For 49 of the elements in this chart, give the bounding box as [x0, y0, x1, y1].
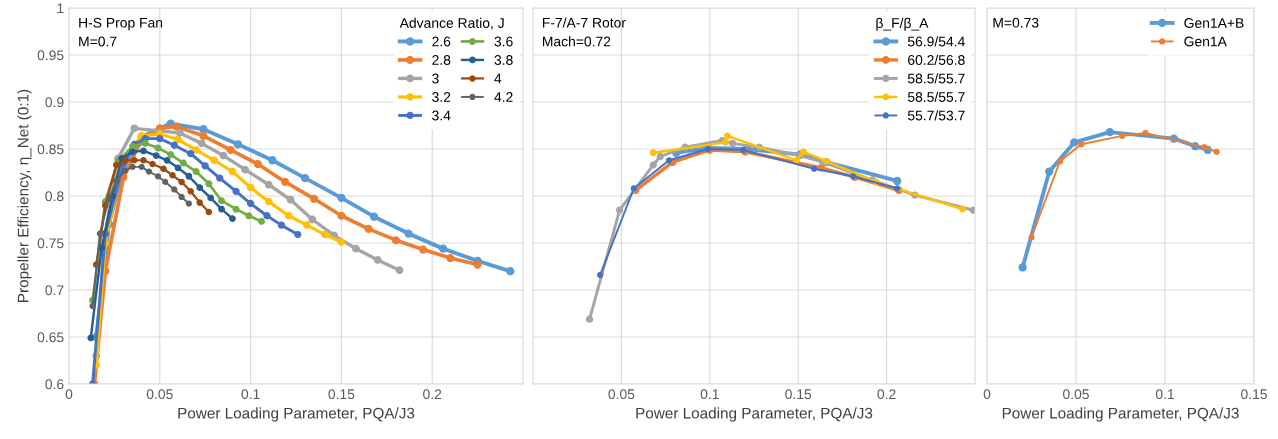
legend-title: Advance Ratio, J — [399, 17, 504, 30]
legend-label: Gen1A — [1184, 36, 1227, 47]
y-tick-label: 0.65 — [37, 332, 64, 343]
legend-label: 3.4 — [432, 110, 451, 121]
x-tick-label: 0.05 — [1063, 389, 1089, 400]
x-tick-label: 0.1 — [700, 389, 719, 400]
x-tick-label: 0 — [983, 389, 991, 400]
legend-label: 3.8 — [494, 55, 513, 65]
x-tick-label: 0.2 — [423, 389, 442, 400]
legend-label: 3.6 — [494, 36, 513, 47]
annotation: M=0.7 — [79, 36, 117, 47]
y-tick-label: 0.95 — [37, 50, 64, 61]
x-tick-label: 0.1 — [241, 389, 260, 400]
y-tick-label: 0.85 — [37, 144, 64, 155]
legend-label: 3 — [432, 73, 439, 84]
annotation: M=0.73 — [993, 17, 1039, 28]
y-tick-label: 0.6 — [45, 379, 64, 390]
legend-label: 60.2/56.8 — [908, 54, 965, 65]
legend-label: 2.8 — [432, 55, 451, 65]
x-tick-label: 0.05 — [146, 389, 173, 400]
x-tick-label: 0.15 — [785, 389, 812, 400]
x-tick-label: 0.05 — [608, 389, 635, 400]
legend-label: 4 — [494, 73, 502, 84]
legend-label: 56.9/54.4 — [907, 36, 965, 47]
legend-label: 58.5/55.7 — [907, 73, 965, 84]
x-tick-label: 0.15 — [328, 389, 355, 400]
y-tick-label: 1 — [57, 3, 64, 14]
y-tick-label: 0.9 — [45, 97, 64, 108]
legend-label: 58.5/55.7 — [907, 91, 965, 102]
x-axis-title: Power Loading Parameter, PQA/J3 — [178, 407, 415, 422]
legend-label: 55.7/53.7 — [907, 110, 965, 121]
x-tick-label: 0.1 — [1155, 389, 1174, 400]
y-tick-label: 0.75 — [37, 238, 64, 249]
x-tick-label: 0.2 — [877, 389, 896, 400]
y-tick-label: 0.8 — [45, 191, 64, 202]
annotation: H-S Prop Fan — [79, 17, 163, 31]
annotation: Mach=0.72 — [542, 36, 611, 47]
legend-label: 3.2 — [432, 92, 451, 102]
x-axis-title: Power Loading Parameter, PQA/J3 — [636, 407, 873, 422]
legend-label: 4.2 — [494, 92, 513, 102]
x-tick-label: 0 — [65, 389, 73, 400]
y-tick-label: 0.7 — [45, 285, 64, 296]
y-axis-title: Propeller Efficiency, η_Net (0:1) — [17, 89, 32, 302]
legend-title: β_F/β_A — [876, 17, 929, 31]
legend-label: 2.6 — [432, 36, 451, 47]
annotation: F-7/A-7 Rotor — [542, 17, 626, 28]
x-tick-label: 0.15 — [1241, 389, 1267, 400]
legend-label: Gen1A+B — [1184, 18, 1244, 28]
x-axis-title: Power Loading Parameter, PQA/J3 — [1002, 407, 1239, 422]
